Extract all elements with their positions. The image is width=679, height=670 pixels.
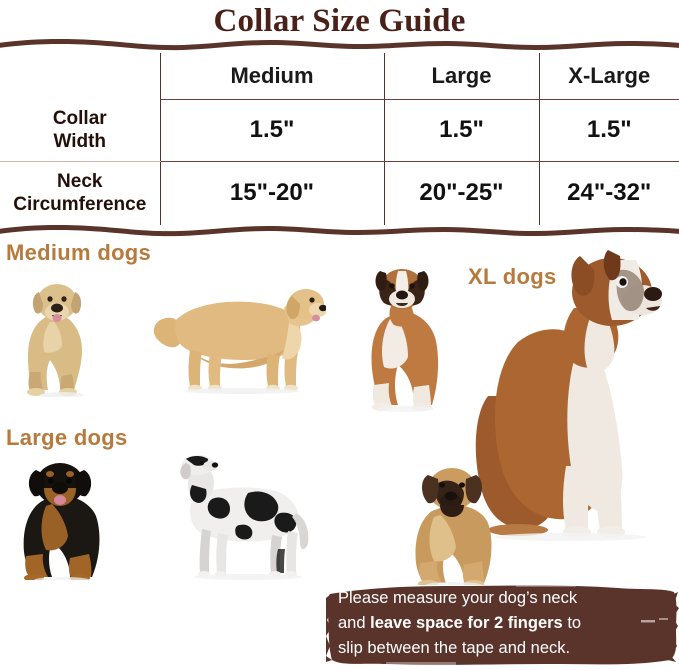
row-label-line-2: Circumference xyxy=(13,194,147,216)
dog-photo-boxer-medium xyxy=(371,269,439,412)
dog-photo-great-dane xyxy=(180,455,309,580)
cell-collar-width-large: 1.5" xyxy=(383,99,539,162)
row-label-line-2: Width xyxy=(53,130,107,152)
dog-photo-boxer-xl xyxy=(475,250,662,541)
measurement-note-box: Please measure your dog’s neck and leave… xyxy=(326,580,679,669)
row-label-neck-circumference: Neck Circumference xyxy=(0,161,160,225)
note-line-1: Please measure your dog’s neck xyxy=(338,589,578,607)
cell-neck-x-large: 24"-32" xyxy=(538,161,679,225)
row-label-collar-width: Collar Width xyxy=(0,99,160,162)
section-label-large-dogs: Large dogs xyxy=(6,425,128,450)
dog-photo-mastiff xyxy=(415,468,492,585)
cell-collar-width-medium: 1.5" xyxy=(159,99,384,162)
note-line-2-bold: leave space for 2 fingers xyxy=(370,614,563,632)
column-header-large: Large xyxy=(383,53,539,100)
page-title: Collar Size Guide xyxy=(213,3,466,39)
column-header-medium: Medium xyxy=(159,53,384,100)
brush-divider-bottom xyxy=(0,225,679,237)
column-header-x-large: X-Large xyxy=(538,53,679,100)
dog-photo-golden-retriever xyxy=(153,289,326,394)
dog-photo-rottweiler xyxy=(23,463,100,580)
row-label-line-1: Neck xyxy=(57,171,103,193)
table-row-neck-circumference: Neck Circumference 15"-20" 20"-25" 24"-3… xyxy=(0,161,679,225)
note-line-2-suffix: to xyxy=(562,614,582,632)
note-line-2: and leave space for 2 fingers to xyxy=(338,611,658,636)
table-row-collar-width: Collar Width 1.5" 1.5" 1.5" xyxy=(0,99,679,162)
note-line-2-prefix: and xyxy=(338,614,371,632)
table-corner-cell xyxy=(0,53,160,99)
note-line-3: slip between the tape and neck. xyxy=(338,639,571,657)
note-text: Please measure your dog’s neck and leave… xyxy=(338,586,658,661)
collar-size-table: Medium Large X-Large Collar Width 1.5" 1… xyxy=(0,53,679,225)
section-label-xl-dogs: XL dogs xyxy=(468,264,557,289)
table-header-row: Medium Large X-Large xyxy=(0,53,679,100)
cell-neck-large: 20"-25" xyxy=(383,161,539,225)
note-brush-background xyxy=(326,584,679,665)
cell-neck-medium: 15"-20" xyxy=(159,161,384,225)
section-label-medium-dogs: Medium dogs xyxy=(6,240,152,265)
row-label-line-1: Collar xyxy=(52,107,107,129)
cell-collar-width-x-large: 1.5" xyxy=(538,99,679,162)
dog-photo-labrador xyxy=(27,284,84,397)
